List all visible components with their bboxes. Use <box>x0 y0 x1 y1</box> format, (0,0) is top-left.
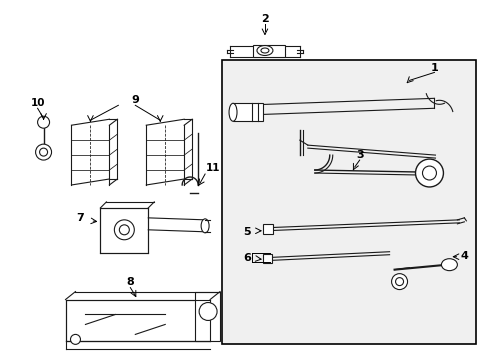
Ellipse shape <box>261 48 268 53</box>
Text: 5: 5 <box>243 227 250 237</box>
Text: 9: 9 <box>131 95 139 105</box>
Circle shape <box>36 144 51 160</box>
Bar <box>233 103 263 121</box>
Bar <box>252 45 285 58</box>
Ellipse shape <box>256 45 272 55</box>
Bar <box>263 224 272 234</box>
Ellipse shape <box>201 219 209 233</box>
Circle shape <box>422 166 436 180</box>
Text: 4: 4 <box>460 251 468 261</box>
Text: 2: 2 <box>261 14 268 24</box>
Ellipse shape <box>228 103 237 121</box>
Text: 7: 7 <box>77 213 84 223</box>
Circle shape <box>119 225 129 235</box>
Text: 3: 3 <box>355 150 363 160</box>
Bar <box>195 292 220 341</box>
Ellipse shape <box>441 259 456 271</box>
Circle shape <box>199 302 217 320</box>
Circle shape <box>114 220 134 240</box>
Text: 1: 1 <box>430 63 437 73</box>
Circle shape <box>395 278 403 285</box>
Circle shape <box>415 159 443 187</box>
Bar <box>263 254 271 263</box>
Text: 10: 10 <box>30 98 45 108</box>
Bar <box>65 300 210 341</box>
Circle shape <box>70 334 81 345</box>
Text: 11: 11 <box>205 163 220 173</box>
Circle shape <box>40 148 47 156</box>
Circle shape <box>38 116 49 128</box>
Text: 8: 8 <box>126 276 134 287</box>
Circle shape <box>391 274 407 289</box>
Bar <box>222 60 475 345</box>
Text: 6: 6 <box>243 253 250 263</box>
Bar <box>100 208 148 253</box>
